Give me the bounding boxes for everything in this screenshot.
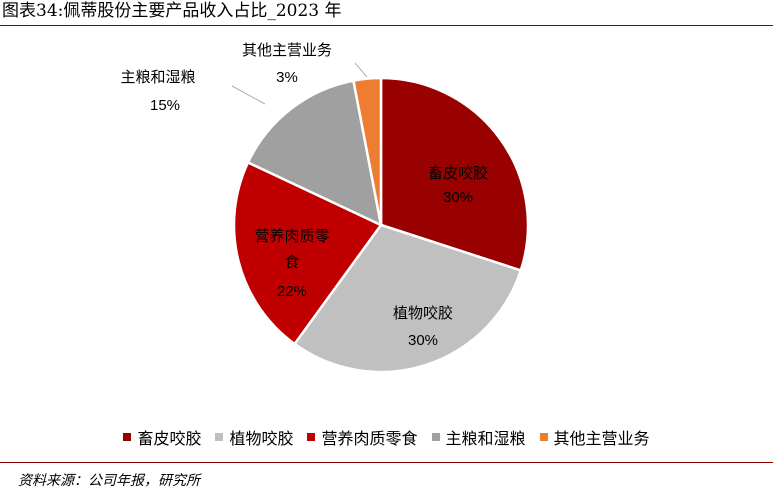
- legend-swatch-1: [123, 433, 132, 441]
- pie-slice-5: [351, 76, 383, 226]
- legend-swatch-5: [539, 433, 548, 441]
- legend-item-5: 其他主营业务: [539, 425, 650, 449]
- pie-slice-1: [379, 76, 530, 273]
- legend-item-4: 主粮和湿粮: [431, 425, 526, 449]
- slice-name-label-1: 畜皮咬胶: [428, 164, 488, 182]
- source-note: 资料来源：公司年报，研究所: [18, 473, 200, 489]
- top-rule: [0, 25, 773, 26]
- bottom-rule: [0, 462, 773, 463]
- legend-label-2: 植物咬胶: [229, 429, 294, 448]
- slice-value-label-2: 30%: [408, 332, 438, 349]
- slice-value-label-5: 3%: [276, 69, 298, 86]
- legend-item-3: 营养肉质零食: [307, 425, 418, 449]
- legend-swatch-2: [215, 433, 224, 441]
- figure-title: 图表34:佩蒂股份主要产品收入占比_2023 年: [2, 1, 342, 21]
- legend-swatch-3: [307, 433, 316, 441]
- slice-name-label-3-line-2: 食: [284, 253, 299, 271]
- slice-name-label-3-line-1: 营养肉质零: [254, 227, 329, 245]
- slice-name-label-5: 其他主营业务: [242, 41, 332, 59]
- leader-line-4: [231, 85, 266, 105]
- chart-legend: 畜皮咬胶 植物咬胶 营养肉质零食 主粮和湿粮 其他主营业务: [0, 425, 773, 449]
- legend-label-3: 营养肉质零食: [321, 429, 418, 448]
- slice-name-label-4: 主粮和湿粮: [120, 68, 195, 86]
- legend-swatch-4: [431, 433, 440, 441]
- legend-item-1: 畜皮咬胶: [123, 425, 201, 449]
- slice-value-label-1: 30%: [443, 189, 473, 206]
- pie-slice-4: [246, 79, 383, 228]
- legend-label-4: 主粮和湿粮: [445, 429, 526, 448]
- pie-chart: 畜皮咬胶 30% 植物咬胶 30% 营养肉质零食 22% 主粮和湿粮 15% 其他主营业务 3%: [120, 41, 530, 374]
- slice-value-label-4: 15%: [150, 97, 180, 114]
- legend-label-5: 其他主营业务: [553, 429, 650, 448]
- pie-slice-2: [292, 223, 523, 374]
- leader-line-5: [354, 62, 368, 78]
- slice-name-label-2: 植物咬胶: [393, 304, 453, 322]
- slice-value-label-3: 22%: [277, 283, 307, 300]
- legend-item-2: 植物咬胶: [215, 425, 293, 449]
- legend-label-1: 畜皮咬胶: [137, 429, 202, 448]
